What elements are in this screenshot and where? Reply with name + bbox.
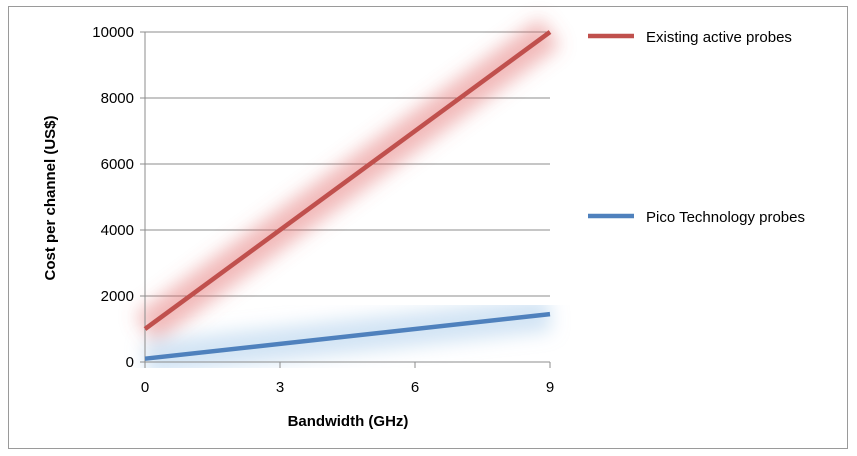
series-line-1 <box>143 30 552 331</box>
legend: Existing active probes Pico Technology pr… <box>588 29 805 226</box>
x-tick-label: 3 <box>276 379 284 396</box>
y-tick-label: 2000 <box>101 288 134 305</box>
series-layer <box>143 30 552 361</box>
glow-layer <box>134 18 561 376</box>
x-tick-label: 9 <box>546 379 554 396</box>
x-tick-label: 6 <box>411 379 419 396</box>
y-tick-label: 4000 <box>101 222 134 239</box>
x-tick-label: 0 <box>141 379 149 396</box>
y-tick-label: 8000 <box>101 90 134 107</box>
legend-label-2: Pico Technology probes <box>646 209 805 226</box>
series-line-2 <box>144 311 551 361</box>
y-axis-title: Cost per channel (US$) <box>42 115 59 280</box>
y-tick-label: 0 <box>126 354 134 371</box>
axis-layer: 0 2000 4000 6000 8000 10000 0 3 6 9 <box>92 24 554 396</box>
y-tick-label: 10000 <box>92 24 134 41</box>
x-axis-title: Bandwidth (GHz) <box>288 413 409 430</box>
legend-label-1: Existing active probes <box>646 29 792 46</box>
y-tick-label: 6000 <box>101 156 134 173</box>
